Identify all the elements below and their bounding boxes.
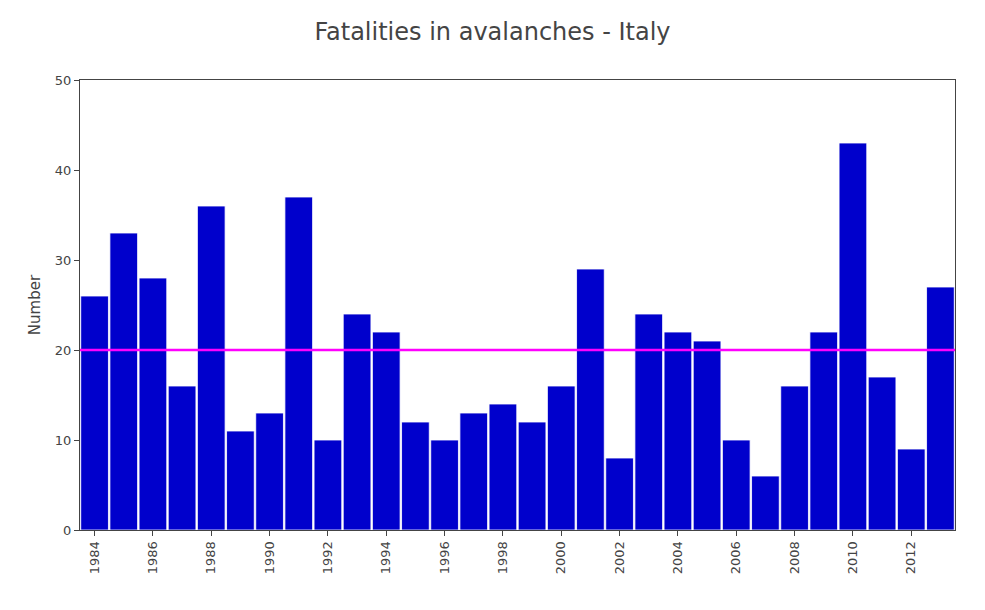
svg-text:2012: 2012: [903, 541, 918, 574]
svg-text:1990: 1990: [262, 541, 277, 574]
svg-text:10: 10: [55, 433, 72, 448]
svg-text:2002: 2002: [612, 541, 627, 574]
svg-text:1996: 1996: [437, 541, 452, 574]
svg-text:50: 50: [55, 73, 72, 88]
svg-text:2004: 2004: [670, 541, 685, 574]
svg-text:2010: 2010: [845, 541, 860, 574]
svg-text:1998: 1998: [495, 541, 510, 574]
svg-text:1988: 1988: [203, 541, 218, 574]
svg-text:1986: 1986: [145, 541, 160, 574]
svg-text:Fatalities in avalanches - Ita: Fatalities in avalanches - Italy: [314, 18, 670, 46]
svg-text:0: 0: [63, 523, 71, 538]
svg-text:Number: Number: [26, 274, 44, 335]
svg-text:1984: 1984: [87, 541, 102, 574]
svg-text:2000: 2000: [553, 541, 568, 574]
svg-text:1992: 1992: [320, 541, 335, 574]
svg-text:2008: 2008: [787, 541, 802, 574]
svg-text:2006: 2006: [728, 541, 743, 574]
svg-text:40: 40: [55, 163, 72, 178]
svg-text:1994: 1994: [378, 541, 393, 574]
svg-text:30: 30: [55, 253, 72, 268]
svg-text:20: 20: [55, 343, 72, 358]
